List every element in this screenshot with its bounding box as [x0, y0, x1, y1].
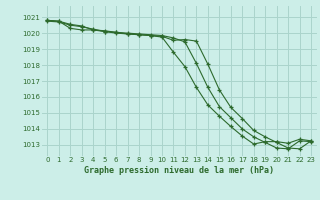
X-axis label: Graphe pression niveau de la mer (hPa): Graphe pression niveau de la mer (hPa): [84, 166, 274, 175]
